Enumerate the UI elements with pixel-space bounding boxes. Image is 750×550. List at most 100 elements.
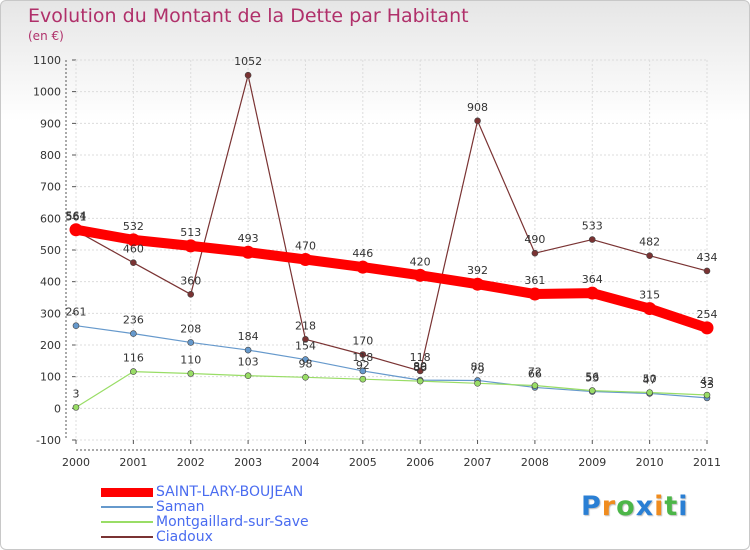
data-label: 493 xyxy=(238,232,259,245)
data-label: 66 xyxy=(528,367,542,380)
data-label: 72 xyxy=(528,366,542,379)
series-line-montgaillard-sur-save xyxy=(75,371,708,408)
x-tick-label: 2006 xyxy=(406,456,434,469)
data-point xyxy=(588,236,596,243)
data-label: 1052 xyxy=(234,55,262,68)
data-label: 88 xyxy=(471,360,485,373)
series-line-saint-lary-boujean xyxy=(71,224,712,333)
data-label: 564 xyxy=(66,210,87,223)
data-point xyxy=(359,367,367,375)
data-point xyxy=(244,346,252,354)
data-label: 420 xyxy=(410,255,431,268)
data-point xyxy=(302,335,309,343)
data-label: 254 xyxy=(697,308,718,321)
y-tick-label: 700 xyxy=(40,181,61,194)
chart-title: Evolution du Montant de la Dette par Hab… xyxy=(28,5,469,27)
x-tick-label: 2002 xyxy=(177,456,205,469)
data-label: 908 xyxy=(467,101,488,114)
y-tick-label: 900 xyxy=(40,117,61,130)
data-label: 561 xyxy=(66,211,87,224)
x-tick-label: 2005 xyxy=(349,456,377,469)
data-point xyxy=(585,286,599,300)
data-label: 315 xyxy=(639,289,660,302)
data-label: 89 xyxy=(413,360,427,373)
data-point xyxy=(359,351,367,358)
x-tick-label: 2011 xyxy=(693,456,721,469)
data-point xyxy=(413,268,427,282)
legend-label: Saman xyxy=(156,499,205,515)
data-label: 490 xyxy=(524,233,545,246)
data-label: 361 xyxy=(524,274,545,287)
x-tick-label: 2007 xyxy=(464,456,492,469)
data-label: 118 xyxy=(352,351,373,364)
data-point xyxy=(302,373,309,381)
logo-letter: i xyxy=(678,491,689,522)
data-point xyxy=(531,382,539,389)
data-label: 118 xyxy=(410,351,431,364)
data-point xyxy=(646,389,653,396)
logo-letter: i xyxy=(654,491,665,522)
data-point xyxy=(72,322,80,329)
x-tick-label: 2000 xyxy=(62,456,90,469)
logo-letter: x xyxy=(635,491,655,522)
data-label: 513 xyxy=(180,226,201,239)
logo-letter: r xyxy=(601,491,617,522)
logo-letter: o xyxy=(616,491,636,522)
data-label: 533 xyxy=(582,220,603,233)
data-label: 98 xyxy=(298,357,312,370)
x-tick-label: 2008 xyxy=(521,456,549,469)
logo-letter: t xyxy=(664,491,679,522)
data-point xyxy=(126,233,140,247)
data-point xyxy=(187,370,195,377)
data-label: 116 xyxy=(123,352,144,365)
legend-item-montgaillard-sur-save: Montgaillard-sur-Save xyxy=(101,515,381,530)
data-label: 170 xyxy=(352,335,373,348)
data-label: 103 xyxy=(238,356,259,369)
data-point xyxy=(646,252,653,259)
data-point xyxy=(474,117,481,125)
data-point xyxy=(471,277,485,291)
x-tick-label: 2003 xyxy=(234,456,262,469)
data-label: 261 xyxy=(66,306,87,319)
legend-item-saman: Saman xyxy=(101,500,381,515)
data-point xyxy=(528,287,542,301)
legend-swatch xyxy=(101,506,153,508)
data-label: 154 xyxy=(295,340,316,353)
legend: SAINT-LARY-BOUJEAN Saman Montgaillard-su… xyxy=(101,485,381,545)
data-label: 364 xyxy=(582,273,603,286)
data-label: 434 xyxy=(697,251,718,264)
data-label: 532 xyxy=(123,220,144,233)
y-tick-label: 300 xyxy=(40,307,61,320)
data-label: 56 xyxy=(585,371,599,384)
y-tick-label: 600 xyxy=(40,212,61,225)
data-label: 236 xyxy=(123,314,144,327)
data-label: 92 xyxy=(356,359,370,372)
data-point xyxy=(588,387,596,394)
data-label: 50 xyxy=(643,373,657,386)
legend-label: Montgaillard-sur-Save xyxy=(156,514,309,530)
x-tick-label: 2009 xyxy=(578,456,606,469)
legend-item-saint-lary-boujean: SAINT-LARY-BOUJEAN xyxy=(101,485,381,500)
data-label: 33 xyxy=(700,378,714,391)
data-point xyxy=(244,71,252,79)
data-label: 208 xyxy=(180,322,201,335)
y-tick-label: 400 xyxy=(40,276,61,289)
legend-label: SAINT-LARY-BOUJEAN xyxy=(156,484,304,500)
series-line-ciadoux xyxy=(75,74,708,372)
data-point xyxy=(184,239,198,253)
x-tick-label: 2004 xyxy=(291,456,319,469)
y-tick-label: 1100 xyxy=(33,54,61,67)
data-point xyxy=(700,321,714,335)
data-point xyxy=(130,330,137,337)
data-point xyxy=(474,380,481,387)
data-label: 42 xyxy=(700,375,714,388)
y-tick-label: 0 xyxy=(54,402,61,415)
proxiti-logo: Proxiti xyxy=(581,491,689,522)
y-tick-label: 200 xyxy=(40,339,61,352)
data-label: 482 xyxy=(639,236,660,249)
legend-item-ciadoux: Ciadoux xyxy=(101,530,381,545)
legend-swatch xyxy=(101,488,153,497)
legend-swatch xyxy=(101,521,153,523)
